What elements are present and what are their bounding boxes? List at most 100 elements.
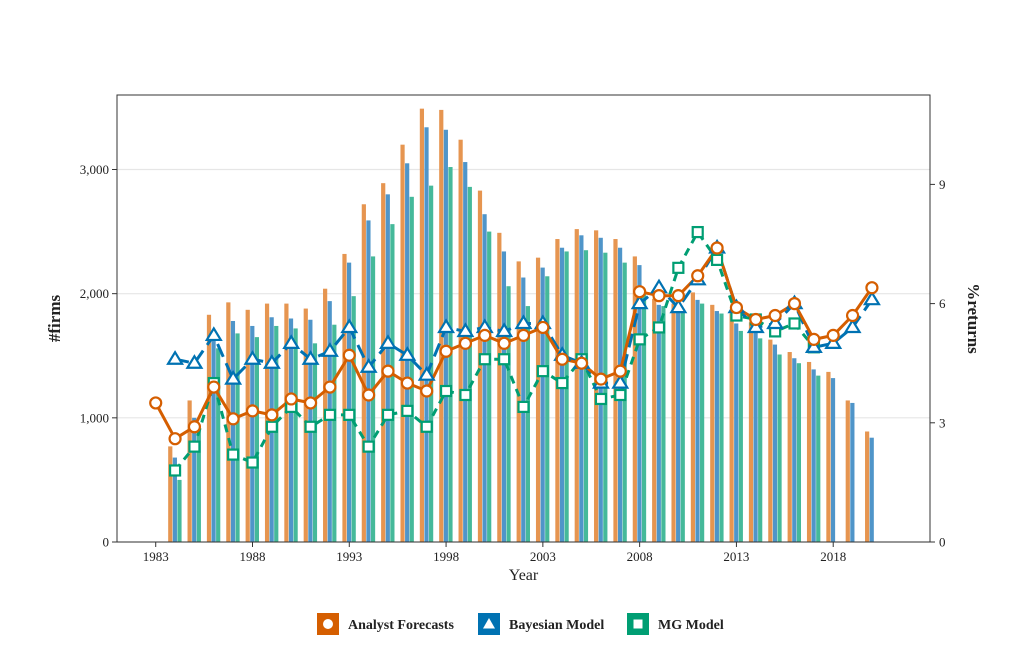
data-point [459, 388, 472, 402]
x-axis-label: Year [509, 567, 539, 584]
data-point [304, 420, 317, 433]
data-point [633, 333, 646, 346]
bar [671, 303, 676, 542]
data-point [417, 365, 436, 381]
data-point [630, 294, 649, 310]
data-point [439, 344, 453, 358]
data-point [824, 334, 843, 349]
x-tick-label: 2013 [723, 549, 749, 564]
data-point [788, 317, 801, 330]
bar [196, 427, 201, 542]
data-point [611, 373, 630, 389]
bar [535, 257, 541, 542]
bar [583, 250, 589, 543]
data-point [672, 261, 685, 274]
x-tick-label: 2008 [627, 549, 653, 564]
data-point [420, 384, 434, 398]
x-tick-label: 1983 [143, 549, 169, 564]
data-point [555, 352, 569, 366]
data-point [517, 400, 530, 414]
data-point [301, 350, 320, 365]
bar [312, 343, 318, 542]
bar [439, 109, 444, 543]
bar [661, 306, 666, 542]
bar [540, 267, 545, 542]
bar [729, 313, 734, 542]
data-point [536, 320, 550, 335]
data-point [185, 354, 204, 369]
x-tick-label: 2003 [530, 549, 556, 564]
data-point [262, 354, 281, 369]
data-point [710, 253, 724, 266]
data-point [729, 300, 744, 315]
data-point [556, 376, 569, 390]
data-point [265, 420, 278, 433]
data-point [400, 376, 414, 390]
data-point [862, 290, 881, 306]
data-point [495, 322, 514, 338]
data-point [671, 289, 685, 303]
bar [579, 235, 584, 542]
data-point [437, 318, 456, 334]
data-point [224, 369, 243, 385]
x-tick-label: 2018 [820, 549, 846, 564]
bar [274, 325, 279, 542]
bar [830, 378, 836, 542]
bar [700, 303, 705, 542]
data-point [282, 334, 301, 349]
data-point [498, 353, 511, 366]
data-point [749, 312, 763, 327]
bar [172, 457, 177, 542]
data-point [265, 408, 279, 422]
data-point [340, 318, 359, 334]
bar [443, 129, 448, 542]
bar [361, 204, 366, 542]
data-point [594, 392, 608, 406]
data-point [614, 388, 627, 402]
data-point [420, 420, 433, 433]
data-point [362, 388, 376, 402]
bar [738, 330, 743, 542]
bar [284, 303, 289, 542]
bar [734, 323, 739, 542]
data-point [379, 334, 397, 349]
data-point [398, 346, 417, 361]
bar [845, 400, 850, 542]
data-point [787, 297, 802, 311]
y-left-tick-label: 3,000 [80, 162, 109, 177]
data-point [613, 364, 627, 378]
legend-marker [323, 619, 333, 629]
legend-marker [483, 618, 495, 629]
data-point [691, 269, 705, 283]
data-point [245, 404, 260, 418]
bar [796, 363, 801, 542]
data-point [456, 322, 475, 338]
bar [206, 314, 212, 542]
data-point [807, 332, 821, 346]
bar [680, 312, 685, 542]
bar [332, 324, 337, 542]
data-point [246, 456, 259, 469]
bar [381, 183, 386, 543]
bar [748, 322, 754, 542]
series-line [154, 246, 874, 441]
data-point [536, 365, 549, 378]
data-point [381, 408, 395, 421]
bar [637, 265, 642, 542]
data-point [669, 298, 688, 314]
bar [525, 306, 530, 542]
bar [177, 479, 182, 542]
bar [690, 292, 696, 542]
bar [250, 325, 255, 542]
data-point [227, 448, 240, 461]
data-point [804, 338, 823, 353]
bar [816, 375, 821, 542]
bar [850, 402, 855, 542]
data-point [204, 326, 223, 342]
data-point [478, 353, 491, 366]
data-point [652, 321, 666, 334]
data-point [458, 336, 473, 350]
data-point [497, 336, 511, 350]
x-tick-label: 1993 [336, 549, 362, 564]
data-point [652, 289, 666, 303]
